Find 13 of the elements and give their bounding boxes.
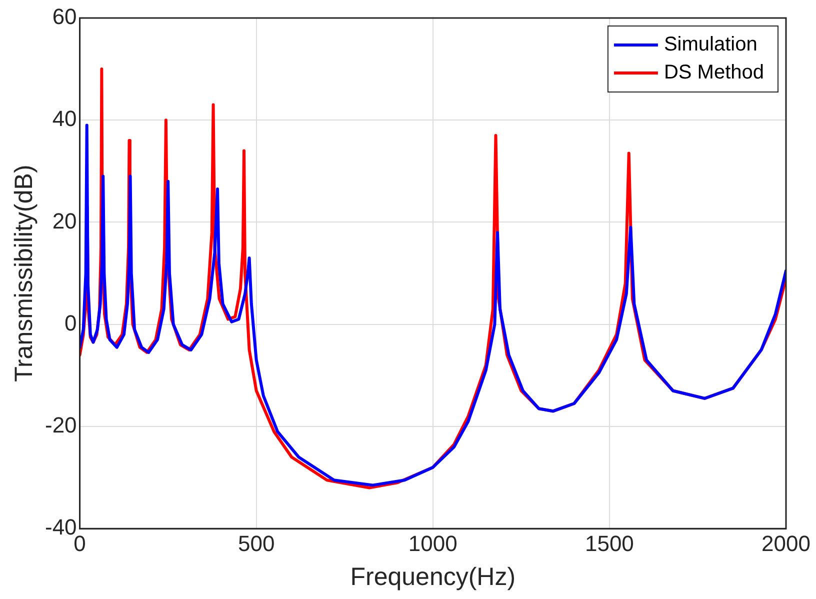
y-axis-title: Transmissibility(dB) (10, 164, 38, 382)
x-tick-label: 2000 (762, 530, 810, 556)
legend-label: DS Method (664, 62, 764, 84)
legend-label: Simulation (664, 34, 758, 56)
y-tick-label: 20 (52, 208, 77, 234)
x-axis-title: Frequency(Hz) (350, 562, 516, 591)
y-tick-label: 0 (64, 310, 77, 336)
y-tick-label: 40 (52, 106, 77, 132)
x-tick-label: 1000 (408, 530, 458, 556)
y-tick-label: -20 (45, 412, 77, 438)
y-tick-label: 60 (52, 4, 77, 30)
x-tick-label: 1500 (584, 530, 634, 556)
x-tick-label: 500 (238, 530, 275, 556)
